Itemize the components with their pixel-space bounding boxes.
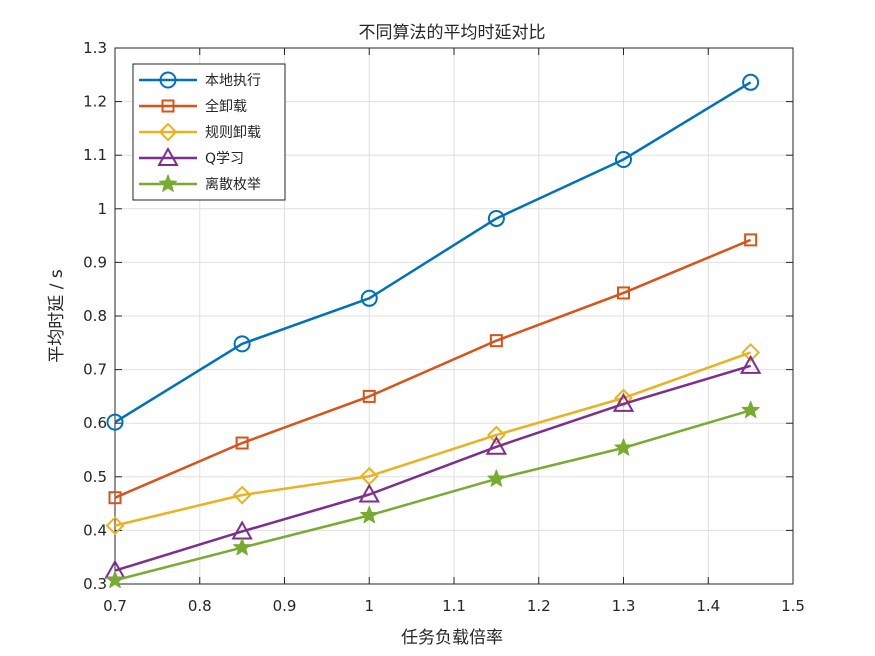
star-marker (614, 438, 633, 456)
circle-marker (106, 413, 124, 431)
triangle-marker (739, 354, 762, 374)
star-marker (158, 174, 178, 192)
x-tick-label: 1.4 (696, 597, 720, 615)
square-marker (161, 99, 175, 113)
legend-entry: 规则卸载 (139, 122, 261, 142)
y-tick-label: 1.3 (83, 39, 107, 57)
triangle-marker (358, 483, 380, 503)
diamond-marker (486, 425, 506, 445)
triangle-marker (612, 392, 635, 412)
y-axis: 0.3 0.4 0.5 0.6 0.7 0.8 0.9 1 1.1 1.2 1.3 (83, 39, 793, 593)
diamond-marker (614, 388, 633, 408)
series-path (114, 351, 752, 527)
triangle-marker (485, 435, 508, 455)
circle-marker (233, 335, 251, 353)
y-tick-label: 0.5 (83, 468, 107, 486)
chart-title: 不同算法的平均时延对比 (359, 23, 546, 43)
legend-label: 规则卸载 (205, 125, 261, 141)
diamond-marker (158, 122, 178, 142)
x-tick-label: 1.3 (612, 597, 636, 615)
diamond-marker (105, 516, 125, 535)
legend-label: 全卸载 (205, 98, 247, 115)
series-path (114, 364, 751, 572)
series-path (114, 81, 752, 424)
x-tick-label: 1.5 (781, 597, 805, 615)
y-tick-label: 1.1 (83, 146, 107, 164)
x-tick-label: 1 (364, 597, 374, 615)
y-tick-label: 0.3 (83, 575, 107, 593)
diamond-marker (232, 485, 252, 505)
triangle-marker (157, 146, 179, 166)
legend-label: 本地执行 (205, 73, 261, 89)
x-tick-label: 0.9 (273, 597, 297, 615)
y-axis-label: 平均时延 / s (47, 269, 67, 363)
x-tick-label: 1.2 (527, 597, 551, 615)
star-marker (233, 538, 252, 556)
x-axis-label: 任务负载倍率 (401, 628, 503, 648)
circle-marker (742, 73, 760, 91)
y-tick-label: 0.4 (83, 521, 107, 539)
square-marker (617, 286, 630, 300)
diamond-marker (741, 343, 761, 362)
legend-entry: Q学习 (139, 146, 244, 167)
grid-lines (114, 47, 794, 585)
circle-marker (159, 71, 177, 89)
series-path (114, 238, 752, 499)
series-line (108, 233, 758, 505)
y-tick-label: 0.6 (83, 414, 107, 432)
y-tick-label: 0.8 (83, 307, 107, 325)
series-path (114, 409, 751, 582)
star-marker (741, 400, 760, 419)
legend-label: Q学习 (205, 151, 244, 167)
series-line (105, 400, 760, 589)
square-marker (744, 233, 758, 247)
legend-entry: 全卸载 (139, 98, 247, 115)
x-tick-label: 0.7 (103, 597, 127, 615)
circle-marker (487, 209, 505, 227)
square-marker (235, 436, 249, 450)
series-line (106, 73, 760, 431)
series-line (105, 343, 761, 535)
y-tick-label: 1 (97, 200, 107, 218)
x-tick-label: 0.8 (188, 597, 212, 615)
legend-entry: 本地执行 (139, 71, 261, 89)
circle-marker (615, 150, 632, 168)
y-tick-label: 0.9 (83, 253, 107, 271)
y-tick-label: 0.7 (83, 361, 107, 379)
star-marker (360, 505, 379, 524)
series-group (104, 73, 762, 589)
series-line (104, 354, 762, 579)
x-axis: 0.7 0.8 0.9 1 1.1 1.2 1.3 1.4 1.5 (103, 48, 805, 615)
star-marker (105, 570, 125, 589)
circle-marker (360, 289, 378, 307)
legend-label: 离散枚举 (205, 176, 261, 193)
square-marker (362, 389, 376, 403)
square-marker (108, 491, 122, 505)
legend-entry: 离散枚举 (139, 174, 261, 193)
star-marker (487, 469, 506, 487)
square-marker (489, 334, 503, 348)
y-tick-label: 1.2 (83, 93, 107, 111)
x-tick-label: 1.1 (442, 597, 466, 615)
